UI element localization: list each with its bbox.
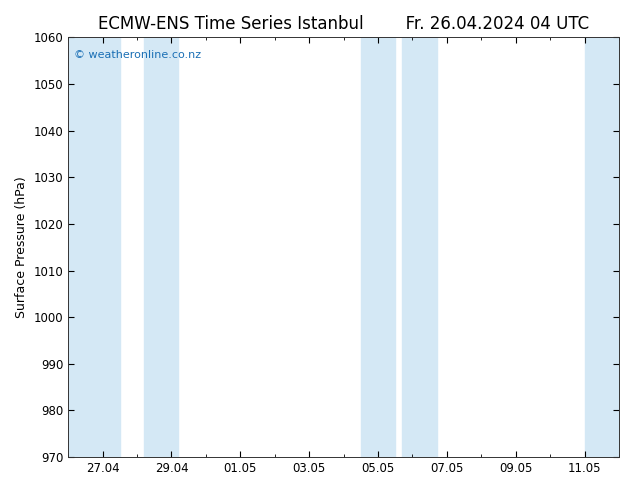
Bar	[361, 37, 395, 457]
Bar	[402, 37, 437, 457]
Title: ECMW-ENS Time Series Istanbul        Fr. 26.04.2024 04 UTC: ECMW-ENS Time Series Istanbul Fr. 26.04.…	[98, 15, 589, 33]
Y-axis label: Surface Pressure (hPa): Surface Pressure (hPa)	[15, 176, 28, 318]
Text: © weatheronline.co.nz: © weatheronline.co.nz	[74, 50, 201, 60]
Bar	[144, 37, 178, 457]
Bar	[68, 37, 120, 457]
Bar	[585, 37, 619, 457]
